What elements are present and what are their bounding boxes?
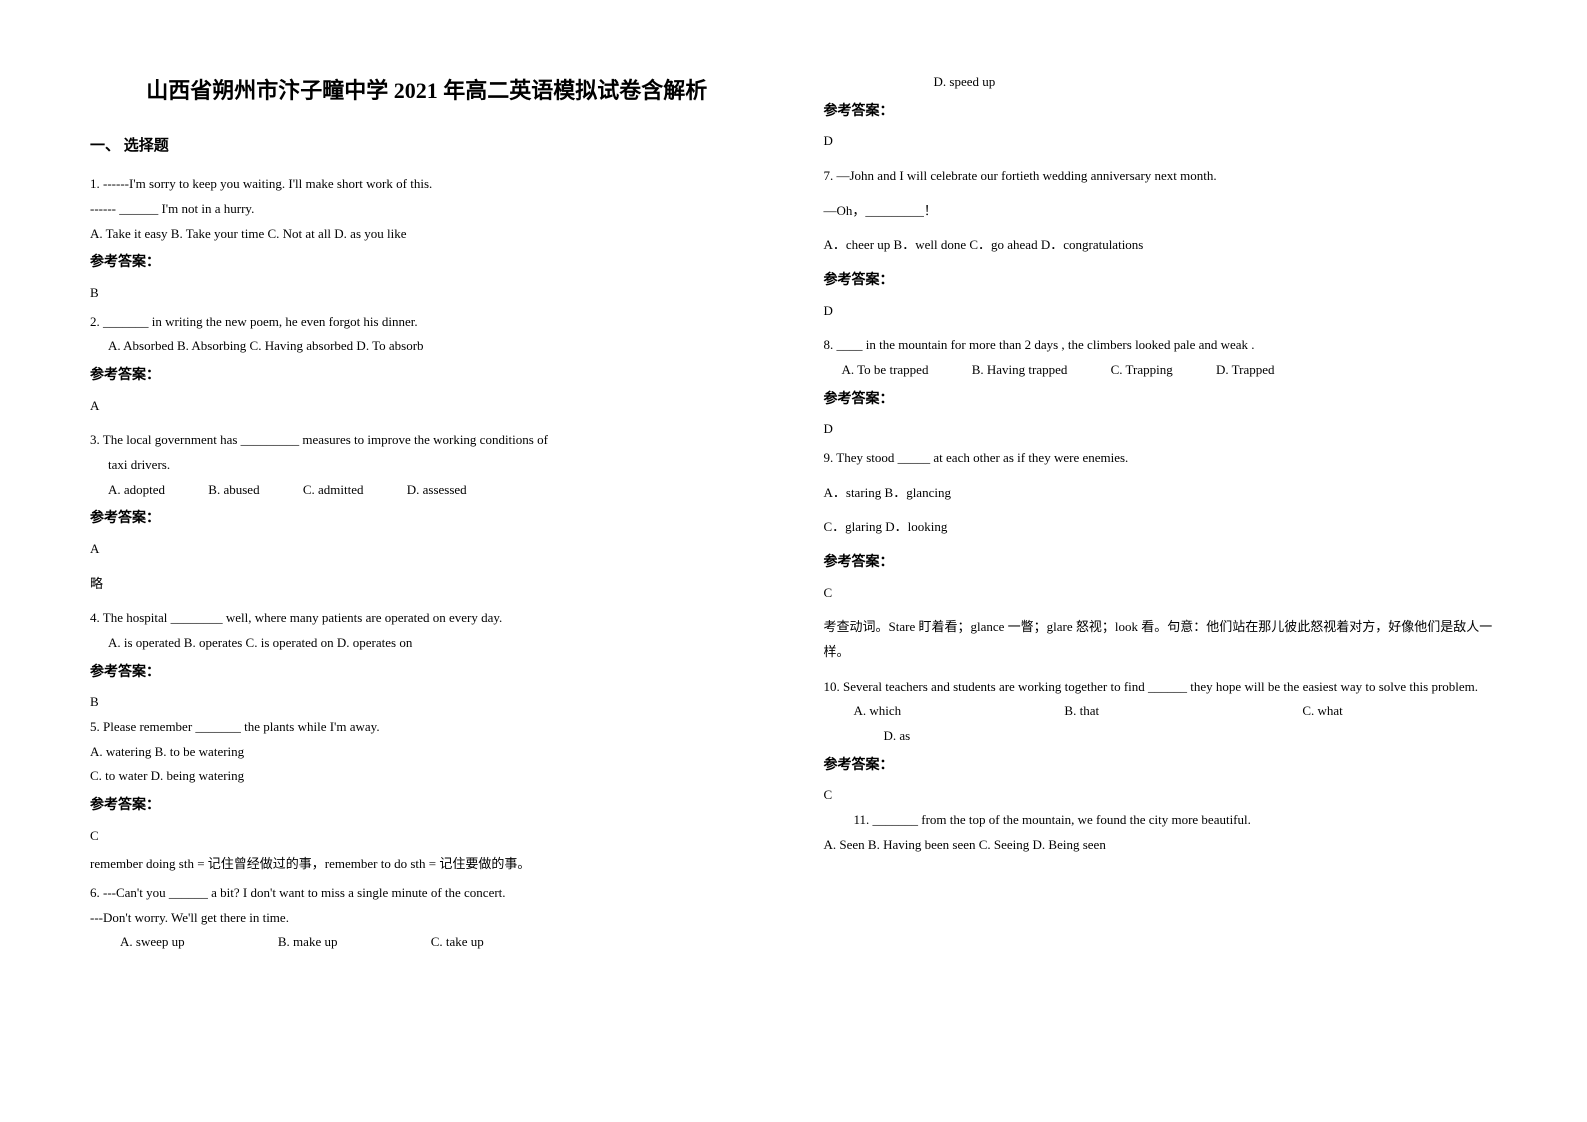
q3-line2: taxi drivers. <box>90 453 764 478</box>
answer-label: 参考答案： <box>90 506 764 533</box>
page-title: 山西省朔州市汴子疃中学 2021 年高二英语模拟试卷含解析 <box>90 70 764 112</box>
question-7: 7. —John and I will celebrate our fortie… <box>824 164 1498 258</box>
question-1: 1. ------I'm sorry to keep you waiting. … <box>90 172 764 246</box>
q7-options: A．cheer up B．well done C．go ahead D．cong… <box>824 233 1498 258</box>
q5-line1: 5. Please remember _______ the plants wh… <box>90 715 764 740</box>
q11-options: A. Seen B. Having been seen C. Seeing D.… <box>824 833 1498 858</box>
answer-label: 参考答案： <box>90 660 764 687</box>
section-heading: 一、 选择题 <box>90 132 764 161</box>
q3-omit: 略 <box>90 572 764 597</box>
q7-answer: D <box>824 299 1498 324</box>
q1-line1: 1. ------I'm sorry to keep you waiting. … <box>90 172 764 197</box>
q8-optA: A. To be trapped <box>842 358 929 383</box>
answer-label: 参考答案： <box>824 387 1498 414</box>
q6-answer: D <box>824 129 1498 154</box>
q10-optC: C. what <box>1302 699 1342 724</box>
q6-line1: 6. ---Can't you ______ a bit? I don't wa… <box>90 881 764 906</box>
question-2: 2. _______ in writing the new poem, he e… <box>90 310 764 359</box>
answer-label: 参考答案： <box>90 793 764 820</box>
q9-optsB: C．glaring D．looking <box>824 515 1498 540</box>
q3-optD: D. assessed <box>407 478 467 503</box>
question-6: 6. ---Can't you ______ a bit? I don't wa… <box>90 881 764 955</box>
q10-optA: A. which <box>854 699 902 724</box>
q9-explain: 考查动词。Stare 盯着看；glance 一瞥；glare 怒视；look 看… <box>824 615 1498 664</box>
q9-answer: C <box>824 581 1498 606</box>
answer-label: 参考答案： <box>90 363 764 390</box>
q2-options: A. Absorbed B. Absorbing C. Having absor… <box>90 334 764 359</box>
q4-line1: 4. The hospital ________ well, where man… <box>90 606 764 631</box>
q7-line1: 7. —John and I will celebrate our fortie… <box>824 164 1498 189</box>
q8-line1: 8. ____ in the mountain for more than 2 … <box>824 333 1498 358</box>
q3-optA: A. adopted <box>108 478 165 503</box>
q7-line2: —Oh，_________！ <box>824 199 1498 224</box>
q8-optB: B. Having trapped <box>972 358 1068 383</box>
q2-answer: A <box>90 394 764 419</box>
q5-optsB: C. to water D. being watering <box>90 764 764 789</box>
q3-options: A. adopted B. abused C. admitted D. asse… <box>90 478 764 503</box>
q5-answer: C <box>90 824 764 849</box>
q10-optD: D. as <box>824 724 1498 749</box>
q8-optD: D. Trapped <box>1216 358 1275 383</box>
q6-line2: ---Don't worry. We'll get there in time. <box>90 906 764 931</box>
q5-explain: remember doing sth = 记住曾经做过的事，remember t… <box>90 852 764 877</box>
question-3: 3. The local government has _________ me… <box>90 428 764 502</box>
q4-options: A. is operated B. operates C. is operate… <box>90 631 764 656</box>
q10-answer: C <box>824 783 1498 808</box>
q3-answer: A <box>90 537 764 562</box>
q8-optC: C. Trapping <box>1111 358 1173 383</box>
q6-optA: A. sweep up <box>120 930 185 955</box>
question-11: 11. _______ from the top of the mountain… <box>824 808 1498 857</box>
q8-options: A. To be trapped B. Having trapped C. Tr… <box>824 358 1498 383</box>
q2-line1: 2. _______ in writing the new poem, he e… <box>90 310 764 335</box>
left-column: 山西省朔州市汴子疃中学 2021 年高二英语模拟试卷含解析 一、 选择题 1. … <box>90 70 764 957</box>
q3-line1: 3. The local government has _________ me… <box>90 428 764 453</box>
q1-options: A. Take it easy B. Take your time C. Not… <box>90 222 764 247</box>
q4-answer: B <box>90 690 764 715</box>
q6-optC: C. take up <box>431 930 484 955</box>
q1-answer: B <box>90 281 764 306</box>
question-9: 9. They stood _____ at each other as if … <box>824 446 1498 540</box>
q9-line1: 9. They stood _____ at each other as if … <box>824 446 1498 471</box>
q1-line2: ------ ______ I'm not in a hurry. <box>90 197 764 222</box>
q10-line1: 10. Several teachers and students are wo… <box>824 675 1498 700</box>
question-4: 4. The hospital ________ well, where man… <box>90 606 764 655</box>
answer-label: 参考答案： <box>824 550 1498 577</box>
answer-label: 参考答案： <box>824 753 1498 780</box>
q8-answer: D <box>824 417 1498 442</box>
q9-optsA: A．staring B．glancing <box>824 481 1498 506</box>
q5-optsA: A. watering B. to be watering <box>90 740 764 765</box>
q6-optD: D. speed up <box>824 70 1498 95</box>
answer-label: 参考答案： <box>824 99 1498 126</box>
question-8: 8. ____ in the mountain for more than 2 … <box>824 333 1498 382</box>
question-10: 10. Several teachers and students are wo… <box>824 675 1498 749</box>
q6-optB: B. make up <box>278 930 338 955</box>
question-5: 5. Please remember _______ the plants wh… <box>90 715 764 789</box>
q10-options-row1: A. which B. that C. what <box>824 699 1498 724</box>
q11-line1: 11. _______ from the top of the mountain… <box>824 808 1498 833</box>
right-column: D. speed up 参考答案： D 7. —John and I will … <box>824 70 1498 957</box>
q3-optB: B. abused <box>208 478 259 503</box>
q6-options-row1: A. sweep up B. make up C. take up <box>90 930 764 955</box>
answer-label: 参考答案： <box>824 268 1498 295</box>
q10-optB: B. that <box>1064 699 1099 724</box>
q3-optC: C. admitted <box>303 478 364 503</box>
answer-label: 参考答案： <box>90 250 764 277</box>
